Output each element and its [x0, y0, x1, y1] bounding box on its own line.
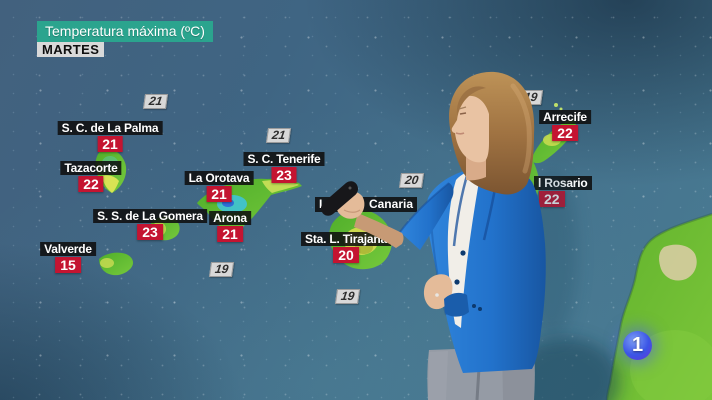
- station-name: Valverde: [40, 242, 96, 256]
- lips: [455, 132, 465, 135]
- ring: [435, 293, 439, 297]
- channel-logo: 1: [623, 331, 652, 360]
- station-temp: 15: [55, 257, 81, 273]
- islet-la-graciosa: [554, 103, 558, 107]
- station-name: S. C. de La Palma: [57, 121, 163, 135]
- station-temp: 21: [217, 226, 243, 242]
- station-temp: 23: [137, 224, 163, 240]
- presenter-shirt: [447, 169, 481, 328]
- blazer-button: [460, 250, 466, 256]
- presenter-clicker: [320, 181, 358, 216]
- desert-patch: [659, 244, 697, 281]
- map-day-label: MARTES: [37, 42, 105, 57]
- sleeve-cuff: [444, 292, 469, 317]
- station-sc-tenerife: S. C. Tenerife 23: [243, 152, 325, 183]
- station-name: Arrecife: [539, 110, 591, 124]
- station-temp: 23: [271, 167, 297, 183]
- station-name: Tazacorte: [60, 161, 122, 175]
- station-temp: 21: [97, 136, 123, 152]
- station-tazacorte: Tazacorte 22: [60, 161, 122, 192]
- station-name: La Orotava: [184, 171, 254, 185]
- station-sta-l-tirajana: Sta. L. Tirajana 20: [301, 232, 391, 263]
- station-name: S. S. de La Gomera: [93, 209, 207, 223]
- channel-logo-number: 1: [631, 334, 644, 356]
- presenter-head: [449, 71, 535, 195]
- partial-label-right: Canaria: [368, 197, 413, 211]
- station-name: Arona: [209, 211, 251, 225]
- blazer-button: [454, 279, 460, 285]
- station-temp: 22: [552, 125, 578, 141]
- station-name: Sta. L. Tirajana: [301, 232, 391, 246]
- presenter-fringe: [456, 86, 486, 116]
- station-ss-la-gomera: S. S. de La Gomera 23: [93, 209, 207, 240]
- station-temp: 21: [206, 186, 232, 202]
- station-name: S. C. Tenerife: [243, 152, 325, 166]
- station-temp: 22: [78, 176, 104, 192]
- header: Temperatura máxima (ºC) MARTES: [37, 21, 213, 57]
- presenter-blazer: [426, 165, 546, 373]
- presenter-forearm: [354, 213, 404, 248]
- map-title: Temperatura máxima (ºC): [37, 21, 213, 42]
- island-el-hierro: [99, 252, 134, 276]
- presenter-waist-hand: [423, 274, 482, 317]
- station-la-orotava: La Orotava 21: [184, 171, 254, 202]
- station-valverde: Valverde 15: [40, 242, 96, 273]
- presenter-face: [451, 95, 489, 163]
- station-temp: 20: [333, 247, 359, 263]
- presenter-pointing-arm: [320, 181, 454, 250]
- station-sc-la-palma: S. C. de La Palma 21: [57, 121, 163, 152]
- eye: [459, 112, 467, 115]
- station-arona: Arona 21: [209, 211, 251, 242]
- station-arrecife: Arrecife 22: [539, 110, 591, 141]
